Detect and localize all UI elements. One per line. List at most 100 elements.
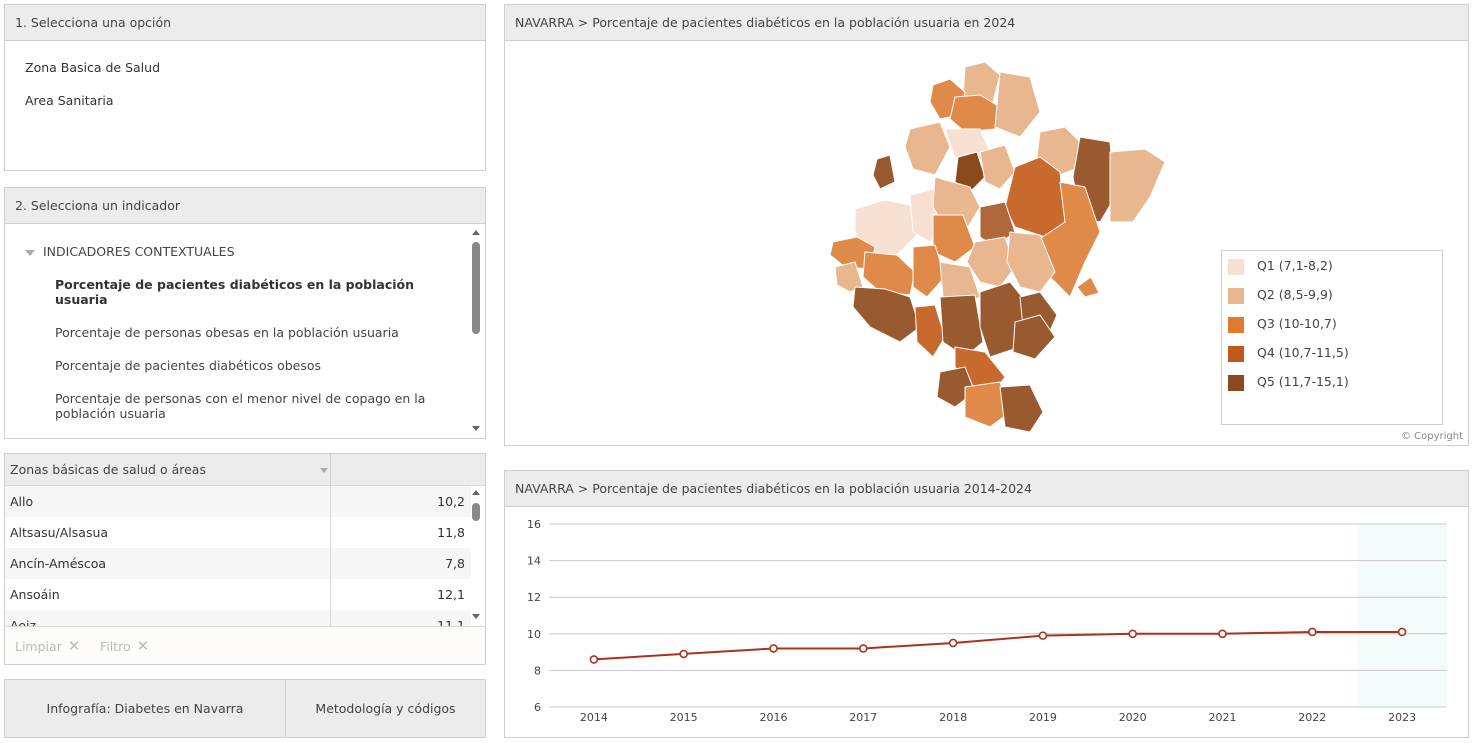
table-row[interactable]: Altsasu/Alsasua 11,8 [5,517,471,548]
cell-divider [330,548,331,579]
cell-divider [330,486,331,517]
data-point[interactable] [769,644,778,653]
legend-item-q2[interactable]: Q2 (8,5-9,9) [1228,286,1333,304]
table-footer: Limpiar ✕ Filtro ✕ [5,626,485,664]
indicator-item-diabeticos-obesos[interactable]: Porcentaje de pacientes diabéticos obeso… [55,358,322,373]
row-name: Aoiz [10,618,37,626]
scroll-down-icon[interactable] [472,426,480,431]
cell-divider [330,517,331,548]
table-header: Zonas básicas de salud o áreas [5,454,485,486]
sort-caret-icon[interactable] [320,468,328,473]
row-value: 11,1 [437,618,465,626]
map-region [964,381,1011,428]
legend-swatch [1228,316,1244,333]
row-value: 11,8 [437,525,465,540]
indicator-item-obesas[interactable]: Porcentaje de personas obesas en la pobl… [55,325,399,340]
navarra-choropleth-map[interactable] [815,57,1165,437]
infographic-button[interactable]: Infografía: Diabetes en Navarra [4,679,286,738]
x-tick-label: 2015 [670,711,698,724]
column-header-zonas[interactable]: Zonas básicas de salud o áreas [10,462,206,477]
methodology-button[interactable]: Metodología y códigos [285,679,486,738]
table-row[interactable]: Aoiz 11,1 [5,610,471,626]
scroll-up-icon[interactable] [472,490,480,495]
scroll-thumb[interactable] [472,242,480,334]
indicator-item-diabeticos[interactable]: Porcentaje de pacientes diabéticos en la… [55,277,415,307]
row-name: Altsasu/Alsasua [10,525,109,540]
indicator-item-copago[interactable]: Porcentaje de personas con el menor nive… [55,391,426,421]
zones-table: Zonas básicas de salud o áreas Allo 10,2 … [4,453,486,665]
highlight-band [1357,524,1447,707]
map-region [1109,148,1165,223]
legend-label: Q4 (10,7-11,5) [1257,345,1349,360]
y-tick-label: 6 [534,701,541,714]
map-panel-title: NAVARRA > Porcentaje de pacientes diabét… [505,5,1468,41]
data-point[interactable] [1397,627,1407,637]
y-tick-label: 12 [527,591,541,604]
indicators-scrollbar[interactable] [471,228,481,434]
table-row[interactable]: Ansoáin 12,1 [5,579,471,610]
indicators-panel-title: 2. Selecciona un indicador [5,188,485,224]
map-region [1076,276,1100,298]
x-tick-label: 2023 [1388,711,1416,724]
legend-label: Q2 (8,5-9,9) [1257,287,1333,302]
map-region [914,304,946,358]
map-copyright[interactable]: © Copyright [1400,431,1463,442]
trend-line-chart[interactable]: 6 8 10 12 14 16 2014 2015 2016 2017 2018 2019 2020 20… [505,507,1468,737]
map-region [979,144,1016,190]
filter-button[interactable]: Filtro ✕ [100,627,149,666]
legend-item-q4[interactable]: Q4 (10,7-11,5) [1228,344,1349,362]
chart-panel-title: NAVARRA > Porcentaje de pacientes diabét… [505,471,1468,507]
table-body: Allo 10,2 Altsasu/Alsasua 11,8 Ancín-Amésc… [5,486,471,626]
legend-swatch [1228,287,1244,304]
map-legend: Q1 (7,1-8,2) Q2 (8,5-9,9) Q3 (10-10,7) Q… [1221,250,1443,425]
row-value: 7,8 [445,556,465,571]
map-panel: NAVARRA > Porcentaje de pacientes diabét… [504,4,1469,446]
options-panel-title: 1. Selecciona una opción [5,5,485,41]
map-region [862,251,916,296]
map-region [949,94,1001,133]
legend-swatch [1228,374,1244,391]
legend-item-q1[interactable]: Q1 (7,1-8,2) [1228,257,1333,275]
indicators-panel: 2. Selecciona un indicador INDICADORES C… [4,187,486,439]
data-point[interactable] [679,649,688,659]
data-point[interactable] [1128,629,1138,639]
scroll-thumb[interactable] [472,503,480,521]
indicator-group-label: INDICADORES CONTEXTUALES [43,244,235,259]
legend-item-q3[interactable]: Q3 (10-10,7) [1228,315,1337,333]
data-point[interactable] [589,655,599,664]
row-value: 12,1 [437,587,465,602]
table-row[interactable]: Ancín-Améscoa 7,8 [5,548,471,579]
series-line [593,630,1403,661]
scroll-up-icon[interactable] [472,230,480,235]
row-name: Ansoáin [10,587,60,602]
data-point[interactable] [1307,627,1317,637]
legend-label: Q1 (7,1-8,2) [1257,258,1333,273]
cell-divider [330,610,331,626]
option-zona-basica[interactable]: Zona Basica de Salud [25,60,161,75]
table-row[interactable]: Allo 10,2 [5,486,471,517]
x-tick-label: 2014 [580,711,608,724]
map-region [854,199,918,256]
data-point[interactable] [1218,629,1227,639]
table-scrollbar[interactable] [471,488,481,622]
y-tick-label: 16 [527,518,541,531]
option-area-sanitaria[interactable]: Area Sanitaria [25,93,114,108]
cell-divider [330,579,331,610]
data-point[interactable] [858,644,868,653]
scroll-down-icon[interactable] [472,614,480,619]
data-point[interactable] [948,638,958,648]
close-icon: ✕ [67,637,81,655]
map-region [904,121,951,176]
row-name: Allo [10,494,34,509]
clear-button[interactable]: Limpiar ✕ [15,627,80,666]
legend-item-q5[interactable]: Q5 (11,7-15,1) [1228,373,1349,391]
data-point[interactable] [1038,631,1048,640]
x-tick-label: 2022 [1298,711,1326,724]
indicator-group-contextuales[interactable]: INDICADORES CONTEXTUALES [25,244,235,259]
row-value: 10,2 [437,494,465,509]
map-region [1004,156,1066,238]
x-tick-label: 2020 [1119,711,1147,724]
y-tick-label: 14 [527,555,541,568]
y-tick-label: 8 [534,664,541,677]
options-panel: 1. Selecciona una opción Zona Basica de … [4,4,486,171]
